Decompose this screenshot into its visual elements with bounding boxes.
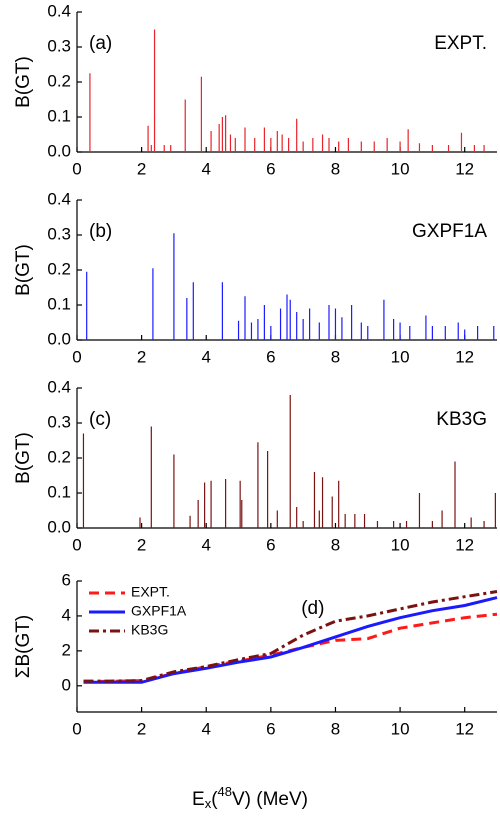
y-tick-label: 0.2 — [47, 71, 71, 90]
y-tick-label: 6 — [62, 570, 71, 589]
series-line — [83, 590, 498, 683]
y-axis-label: B(GT) — [13, 244, 34, 296]
x-tick-label: 4 — [201, 159, 210, 178]
y-tick-label: 0.4 — [47, 1, 71, 20]
x-tick-label: 6 — [266, 347, 275, 366]
y-tick-label: 0.0 — [47, 329, 71, 348]
x-tick-label: 10 — [391, 159, 410, 178]
legend-label: EXPT. — [131, 584, 170, 600]
y-tick-label: 0.0 — [47, 517, 71, 536]
y-tick-label: 0.4 — [47, 189, 71, 208]
legend-label: GXPF1A — [131, 603, 187, 619]
x-tick-label: 10 — [391, 719, 410, 738]
x-tick-label: 8 — [331, 347, 340, 366]
y-tick-label: 0.3 — [47, 224, 71, 243]
x-tick-label: 2 — [137, 159, 146, 178]
x-tick-label: 2 — [137, 719, 146, 738]
annotation: EXPT. — [434, 33, 487, 54]
x-tick-label: 0 — [72, 159, 81, 178]
panel-label: (c) — [89, 409, 111, 430]
x-tick-label: 10 — [391, 347, 410, 366]
legend-label: KB3G — [131, 622, 168, 638]
x-tick-label: 6 — [266, 535, 275, 554]
y-tick-label: 0.4 — [47, 377, 71, 396]
x-tick-label: 6 — [266, 159, 275, 178]
x-tick-label: 2 — [137, 535, 146, 554]
panel-label: (a) — [89, 33, 112, 54]
x-tick-label: 10 — [391, 535, 410, 554]
y-tick-label: 0.0 — [47, 141, 71, 160]
y-tick-label: 0.1 — [47, 106, 71, 125]
y-tick-label: 0.1 — [47, 482, 71, 501]
panel-label: (d) — [301, 598, 324, 619]
x-tick-label: 8 — [331, 535, 340, 554]
annotation: KB3G — [436, 409, 487, 430]
annotation: GXPF1A — [412, 221, 487, 242]
x-tick-label: 12 — [455, 347, 474, 366]
y-tick-label: 0.3 — [47, 412, 71, 431]
y-axis-label: B(GT) — [13, 432, 34, 484]
y-tick-label: 0.1 — [47, 294, 71, 313]
x-tick-label: 12 — [455, 719, 474, 738]
y-tick-label: 2 — [62, 640, 71, 659]
y-axis-label: B(GT) — [13, 56, 34, 108]
y-tick-label: 0 — [62, 675, 71, 694]
x-tick-label: 8 — [331, 719, 340, 738]
x-tick-label: 4 — [201, 719, 210, 738]
x-tick-label: 2 — [137, 347, 146, 366]
x-tick-label: 6 — [266, 719, 275, 738]
y-tick-label: 0.3 — [47, 36, 71, 55]
x-tick-label: 12 — [455, 159, 474, 178]
series-line — [83, 596, 498, 684]
y-tick-label: 0.2 — [47, 447, 71, 466]
x-tick-label: 0 — [72, 535, 81, 554]
x-axis-label: Ex(48V) (MeV) — [192, 784, 308, 811]
x-tick-label: 0 — [72, 719, 81, 738]
x-tick-label: 4 — [201, 347, 210, 366]
y-axis-label: ΣB(GT) — [13, 615, 34, 678]
x-tick-label: 0 — [72, 347, 81, 366]
y-tick-label: 4 — [62, 605, 71, 624]
x-tick-label: 12 — [455, 535, 474, 554]
y-tick-label: 0.2 — [47, 259, 71, 278]
panel-label: (b) — [89, 221, 112, 242]
x-tick-label: 4 — [201, 535, 210, 554]
x-tick-label: 8 — [331, 159, 340, 178]
